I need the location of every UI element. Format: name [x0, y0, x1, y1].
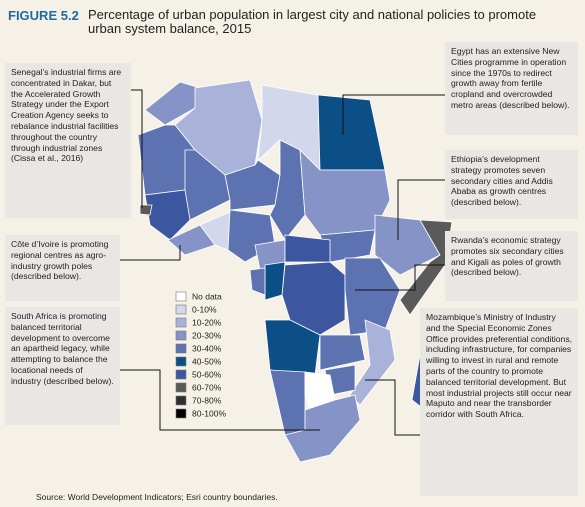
leader-lines	[120, 89, 445, 436]
country	[281, 261, 346, 336]
annotation: Côte d’Ivoire is promoting regional cent…	[5, 235, 120, 301]
country	[317, 94, 386, 171]
annotation: Mozambique’s Ministry of Industry and th…	[420, 308, 578, 496]
country	[284, 394, 361, 463]
leader-line	[130, 89, 143, 208]
annotation: Rwanda’s economic strategy promotes six …	[445, 231, 578, 301]
legend-label: 50-60%	[192, 369, 222, 379]
leader-line	[397, 179, 445, 240]
country	[284, 234, 331, 263]
legend-swatch	[175, 304, 187, 315]
annotation: Ethiopia’s development strategy promotes…	[445, 150, 578, 219]
source-note: Source: World Development Indicators; Es…	[36, 492, 278, 502]
country	[399, 219, 453, 316]
legend-swatch	[175, 395, 187, 406]
legend-swatch	[175, 330, 187, 341]
country	[349, 319, 396, 406]
title-bar: FIGURE 5.2 Percentage of urban populatio…	[0, 0, 585, 40]
leader-line	[342, 94, 445, 135]
legend-label: 60-70%	[192, 382, 222, 392]
country	[264, 319, 321, 376]
country	[139, 204, 153, 216]
annotation: Egypt has an extensive New Cities progra…	[445, 42, 578, 135]
leader-line	[120, 369, 320, 431]
leader-line	[355, 264, 445, 291]
legend-swatch	[175, 317, 187, 328]
legend-swatch	[175, 343, 187, 354]
annotation: South Africa is promoting balanced terri…	[5, 307, 120, 425]
legend-label: No data	[192, 291, 222, 301]
country	[249, 267, 266, 296]
annotation: Senegal’s industrial firms are concentra…	[5, 63, 131, 218]
leader-line	[120, 245, 181, 261]
figure-title: Percentage of urban population in larges…	[88, 7, 537, 36]
legend-swatch	[175, 382, 187, 393]
figure-label: FIGURE 5.2	[8, 8, 79, 23]
country	[144, 189, 191, 241]
country	[319, 334, 366, 371]
country	[264, 261, 286, 301]
legend-swatch	[175, 356, 187, 367]
leader-line	[365, 379, 420, 436]
legend-label: 0-10%	[192, 304, 217, 314]
legend-swatch	[175, 408, 187, 419]
legend: No data 0-10% 10-20% 20-30% 30-40% 40-50% 50-6…	[175, 291, 226, 419]
legend-label: 30-40%	[192, 343, 222, 353]
legend-label: 40-50%	[192, 356, 222, 366]
country	[269, 369, 306, 436]
legend-label: 10-20%	[192, 317, 222, 327]
legend-swatch	[175, 291, 187, 302]
legend-label: 20-30%	[192, 330, 222, 340]
legend-label: 70-80%	[192, 395, 222, 405]
africa-map	[137, 79, 453, 463]
legend-label: 80-100%	[192, 408, 226, 418]
legend-swatch	[175, 369, 187, 380]
